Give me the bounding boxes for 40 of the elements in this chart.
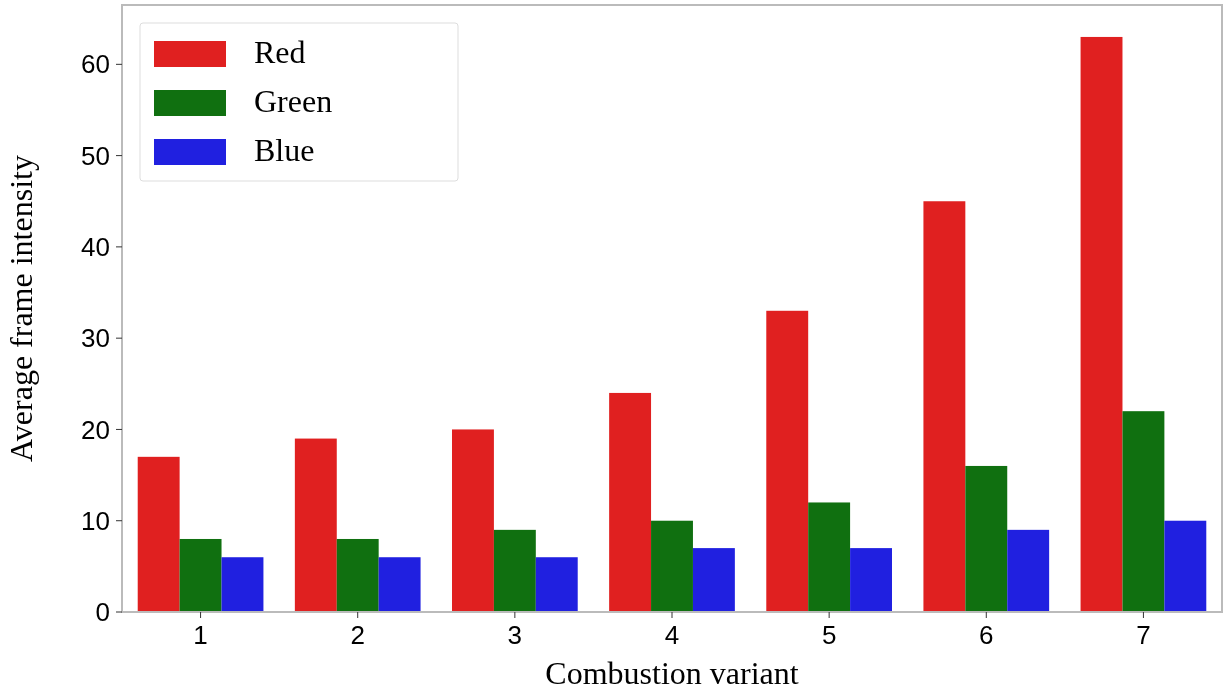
bar <box>965 465 1008 612</box>
legend-label: Red <box>254 34 306 70</box>
bar <box>1007 529 1050 612</box>
x-axis-title: Combustion variant <box>545 655 799 691</box>
legend-label: Green <box>254 83 333 119</box>
bar <box>923 201 966 612</box>
y-tick-label: 30 <box>81 323 110 354</box>
bar <box>766 310 809 612</box>
bar <box>452 429 494 612</box>
y-tick-label: 50 <box>81 140 110 171</box>
y-tick-label: 20 <box>81 414 110 445</box>
x-tick-label: 6 <box>979 620 994 650</box>
bar <box>850 548 892 612</box>
bar <box>692 548 735 612</box>
bar <box>378 557 421 612</box>
bar <box>1164 520 1207 612</box>
bar <box>1080 36 1123 612</box>
y-tick-label: 10 <box>81 505 110 536</box>
bar <box>535 557 578 612</box>
x-tick-label: 7 <box>1136 620 1151 650</box>
y-tick-label: 0 <box>95 597 110 628</box>
x-tick-label: 2 <box>350 620 365 650</box>
bar <box>651 520 693 612</box>
bar <box>221 557 264 612</box>
bar <box>609 392 652 612</box>
x-tick-label: 4 <box>664 620 680 650</box>
bar <box>137 456 180 612</box>
x-tick-label: 3 <box>507 620 523 650</box>
bar <box>294 438 337 612</box>
x-tick-label: 1 <box>193 620 208 650</box>
bar <box>493 529 536 612</box>
bar <box>808 502 851 612</box>
bar <box>1122 411 1165 612</box>
y-tick-label: 40 <box>81 231 110 262</box>
y-tick-label: 60 <box>81 49 110 80</box>
x-tick-label: 5 <box>821 620 837 650</box>
legend-label: Blue <box>254 132 315 168</box>
y-axis-title: Average frame intensity <box>3 155 39 462</box>
bar <box>336 538 379 612</box>
bar <box>179 538 222 612</box>
